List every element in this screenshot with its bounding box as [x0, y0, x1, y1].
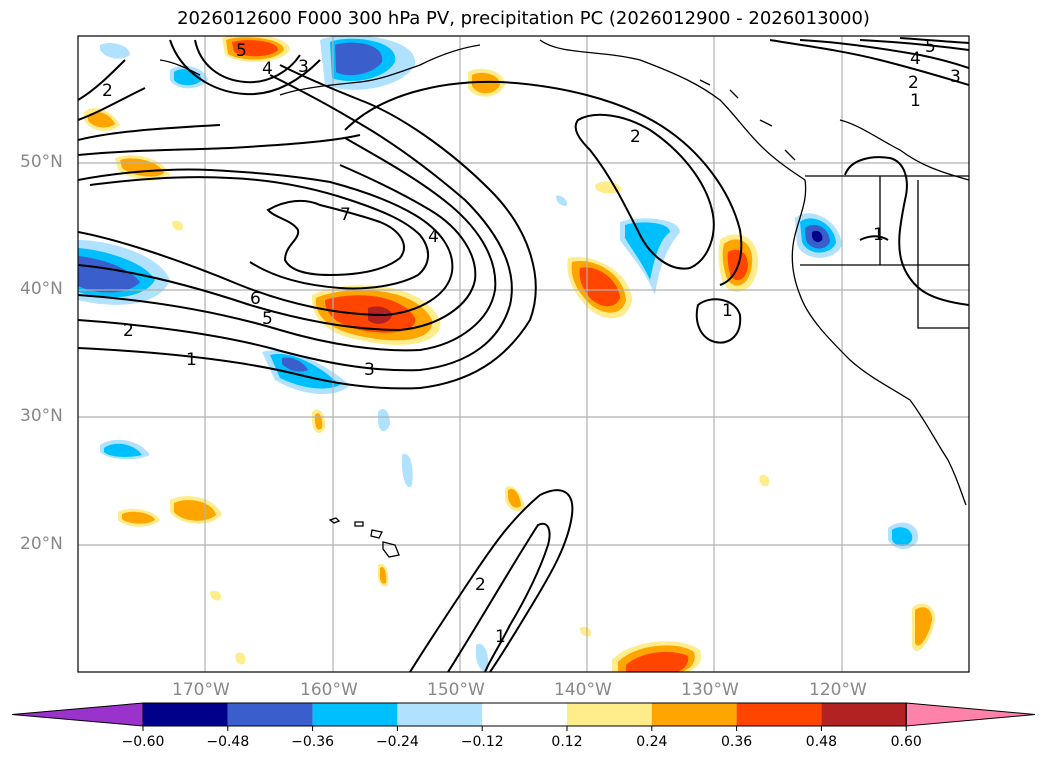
colorbar-tick-label: 0.24: [636, 734, 668, 750]
colorbar-tick-label: 0.48: [805, 734, 837, 750]
lon-label-120w: 120°W: [809, 680, 867, 700]
lon-label-130w: 130°W: [681, 680, 739, 700]
pv-contours: [78, 37, 969, 672]
contour-label-5c: 5: [236, 41, 247, 61]
colorbar-tick-label: −0.12: [460, 734, 504, 750]
contour-label-7: 7: [340, 205, 351, 225]
colorbar-tick-label: −0.60: [121, 734, 165, 750]
contour-label-4b: 4: [910, 49, 921, 69]
contour-label-5b: 5: [925, 37, 936, 57]
colorbar-segment: [143, 703, 228, 726]
north-america-coast: [539, 39, 967, 506]
map-frame: [77, 35, 970, 673]
contour-label-2: 2: [123, 321, 134, 341]
lon-label-160w: 160°W: [300, 680, 358, 700]
contour-label-1b: 1: [722, 301, 733, 321]
colorbar-segment: [312, 703, 398, 726]
lon-label-140w: 140°W: [554, 680, 612, 700]
pv-contour-2-east: [574, 113, 715, 270]
contour-label-2b: 2: [630, 127, 641, 147]
colorbar-tick-label: −0.36: [291, 734, 335, 750]
figure-title: 2026012600 F000 300 hPa PV, precipitatio…: [177, 8, 870, 29]
lon-label-170w: 170°W: [172, 680, 230, 700]
colorbar-extend-high: [905, 702, 1036, 727]
pv-contour-1-west: [78, 64, 537, 390]
contour-label-1d: 1: [910, 91, 921, 111]
pv-contour-2-south: [409, 489, 574, 672]
contour-label-6: 6: [250, 289, 261, 309]
colorbar-segment: [397, 703, 483, 726]
colorbar-segment: [736, 703, 822, 726]
contour-label-1c: 1: [873, 225, 884, 245]
contour-label-3: 3: [364, 360, 375, 380]
contour-label-1: 1: [186, 350, 197, 370]
contour-label-5: 5: [262, 309, 273, 329]
colorbar-segment: [821, 703, 907, 726]
contour-label-1e: 1: [495, 627, 506, 647]
lat-label-30n: 30°N: [20, 406, 63, 426]
grid-lines: [78, 36, 969, 672]
contour-label-2d: 2: [475, 575, 486, 595]
shaded-regions: [78, 36, 935, 672]
colorbar-segment: [482, 703, 567, 726]
colorbar-tick-label: −0.48: [206, 734, 250, 750]
lat-label-20n: 20°N: [20, 534, 63, 554]
contour-label-3b: 3: [950, 67, 961, 87]
contour-label-4: 4: [428, 227, 439, 247]
contour-label-4c: 4: [262, 59, 273, 79]
contour-label-2c: 2: [908, 73, 919, 93]
hawaii-islands: [328, 517, 400, 558]
lat-label-50n: 50°N: [20, 152, 63, 172]
colorbar-tick-label: 0.60: [890, 734, 922, 750]
coastlines: [159, 39, 969, 558]
colorbar-outline: [142, 702, 907, 727]
colorbar-segment: [567, 703, 652, 726]
colorbar-tick-label: −0.24: [375, 734, 419, 750]
contour-label-2e: 2: [102, 81, 113, 101]
colorbar-segment: [651, 703, 737, 726]
colorbar-tick-label: 0.36: [721, 734, 753, 750]
colorbar-tick-label: 0.12: [551, 734, 583, 750]
contour-labels: 1 2 5 6 3 4 7 2 1 1 1 2 3 4 5 2 1 2 4 3 …: [102, 37, 961, 647]
pv-contour-7: [266, 199, 405, 277]
colorbar-extend-low: [11, 702, 144, 727]
lat-label-40n: 40°N: [20, 279, 63, 299]
lon-label-150w: 150°W: [427, 680, 485, 700]
colorbar-segment: [227, 703, 313, 726]
contour-label-3c: 3: [298, 57, 309, 77]
